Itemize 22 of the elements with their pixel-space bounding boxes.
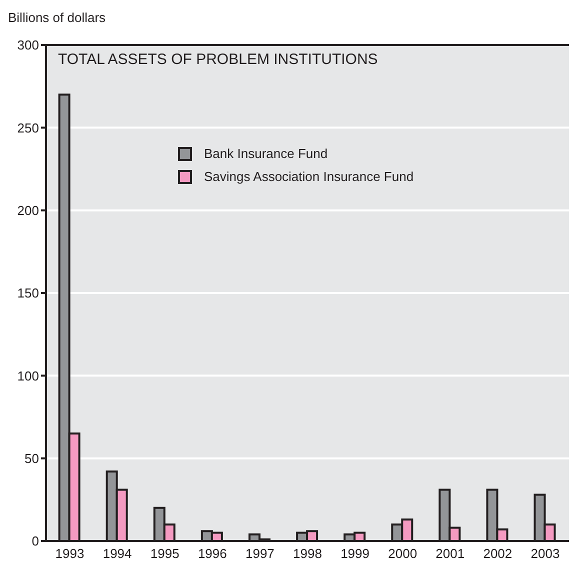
y-axis-title: Billions of dollars xyxy=(8,10,106,25)
y-tick-label: 50 xyxy=(24,450,39,466)
x-tick-label: 1995 xyxy=(150,546,180,562)
y-tick-label: 0 xyxy=(32,534,39,549)
y-tick-label: 200 xyxy=(17,202,39,218)
chart-title: TOTAL ASSETS OF PROBLEM INSTITUTIONS xyxy=(58,51,378,68)
x-tick-label: 1993 xyxy=(55,546,84,562)
y-tick-label: 300 xyxy=(17,38,39,53)
x-tick-label: 2003 xyxy=(530,546,560,562)
x-tick-label: 2002 xyxy=(483,546,512,562)
x-tick-label: 1999 xyxy=(340,546,370,562)
legend-label: Savings Association Insurance Fund xyxy=(204,169,414,184)
x-tick-label: 2000 xyxy=(388,546,418,562)
x-tick-label: 1996 xyxy=(198,546,227,562)
y-tick-label: 150 xyxy=(17,286,39,301)
x-tick-label: 1997 xyxy=(245,546,274,562)
legend-label: Bank Insurance Fund xyxy=(204,146,328,161)
y-tick-label: 100 xyxy=(17,368,39,384)
x-tick-label: 2001 xyxy=(436,546,465,562)
y-tick-label: 250 xyxy=(17,120,39,136)
x-tick-label: 1994 xyxy=(102,546,132,562)
x-tick-label: 1998 xyxy=(293,546,322,562)
